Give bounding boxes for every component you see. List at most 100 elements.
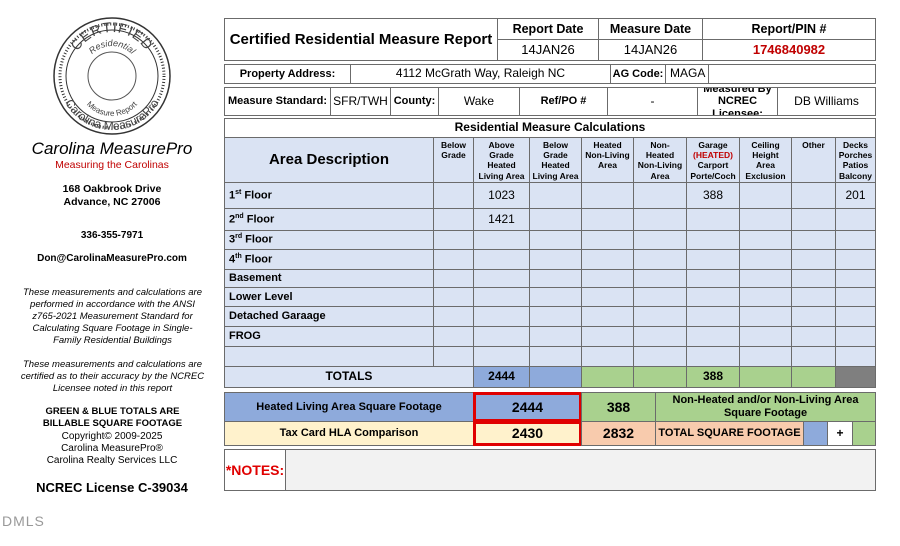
- row-value: 201: [845, 189, 865, 203]
- header-label: Measure Date: [610, 22, 691, 36]
- row-value-cell: [739, 326, 792, 347]
- column-header-text: Grade: [441, 150, 466, 160]
- column-header-text: Grade: [543, 150, 568, 160]
- row-label-cell: [224, 346, 434, 367]
- row-value-cell: [835, 306, 876, 327]
- column-header-text: Below: [441, 140, 466, 150]
- copyright: Carolina MeasurePro®: [0, 443, 224, 454]
- row-value-cell: [473, 249, 530, 270]
- summary-label-cell: Tax Card HLA Comparison: [224, 421, 474, 446]
- value-cell: 4112 McGrath Way, Raleigh NC: [350, 64, 611, 84]
- row-value-cell: [791, 287, 836, 307]
- row-label-text: Floor: [241, 190, 272, 202]
- row-value-cell: [581, 326, 634, 347]
- label: AG Code:: [613, 68, 664, 81]
- report-title: Certified Residential Measure Report: [230, 31, 493, 48]
- column-header: BelowGradeHeatedLiving Area: [529, 137, 582, 183]
- row-label-text: Floor: [244, 214, 275, 226]
- row-value-cell: [529, 208, 582, 231]
- column-header-text: Height: [752, 150, 778, 160]
- row-value-cell: [791, 249, 836, 270]
- row-value-cell: [791, 269, 836, 288]
- plus-sign: +: [836, 427, 843, 441]
- header-value-cell: 1746840982: [702, 39, 876, 61]
- area-header: Area Description: [269, 151, 389, 168]
- totals-value-cell: [529, 366, 582, 388]
- green-swatch: [852, 421, 876, 446]
- column-header-text: Living Area: [533, 171, 579, 181]
- row-value-cell: [739, 208, 792, 231]
- totals-value-cell: [633, 366, 687, 388]
- value: SFR/TWH: [333, 95, 388, 109]
- row-value-cell: [686, 346, 740, 367]
- notes-label: *NOTES:: [226, 462, 284, 478]
- row-value-cell: [529, 269, 582, 288]
- column-header-text: Heated: [487, 160, 515, 170]
- copyright: Carolina Realty Services LLC: [0, 455, 224, 466]
- row-value-cell: [835, 287, 876, 307]
- summary-value-cell: 2832: [581, 421, 656, 446]
- notes-area: [285, 449, 876, 491]
- header-value: 14JAN26: [624, 43, 677, 58]
- header-value-cell: 14JAN26: [497, 39, 599, 61]
- row-value-cell: [633, 182, 687, 209]
- watermark: DMLS: [2, 513, 45, 529]
- row-label-text: Floor: [242, 234, 273, 246]
- totals-label-cell: TOTALS: [224, 366, 474, 388]
- column-header-text: Heated: [593, 140, 621, 150]
- section-title: Residential Measure Calculations: [455, 121, 646, 135]
- row-value-cell: [791, 208, 836, 231]
- row-label-cell: Detached Garaage: [224, 306, 434, 327]
- label-cell: AG Code:: [610, 64, 666, 84]
- row-label-text: Detached Garaage: [229, 310, 326, 322]
- copyright: Copyright© 2009-2025: [0, 431, 224, 442]
- row-value: 388: [703, 189, 723, 203]
- totals-value-cell: 388: [686, 366, 740, 388]
- row-value-cell: [473, 326, 530, 347]
- address-line: 168 Oakbrook Drive: [0, 183, 224, 195]
- company: Carolina MeasurePro: [0, 139, 224, 159]
- header-label-cell: Report/PIN #: [702, 18, 876, 40]
- summary-value: 2444: [512, 399, 543, 415]
- logo-ring-inner: Residential: [87, 38, 138, 57]
- row-value-cell: 1421: [473, 208, 530, 231]
- row-label-cell: 2nd Floor: [224, 208, 434, 231]
- row-value-cell: [433, 230, 474, 250]
- row-value-cell: [835, 346, 876, 367]
- column-header-text: (HEATED): [693, 150, 733, 160]
- row-value: 1421: [488, 213, 515, 227]
- column-header-text: Porte/Coch: [690, 171, 735, 181]
- summary-value-cell: 2430: [473, 421, 582, 446]
- label: County:: [394, 95, 436, 108]
- row-value-cell: [529, 287, 582, 307]
- summary-label-cell: Non-Heated and/or Non-Living Area Square…: [655, 392, 876, 422]
- row-label: Basement: [229, 272, 282, 285]
- row-value-cell: [739, 269, 792, 288]
- row-value-cell: [791, 346, 836, 367]
- column-header-text: Balcony: [839, 171, 872, 181]
- label-cell: Measured By NCREC Licensee:: [697, 87, 778, 116]
- row-value-cell: [581, 306, 634, 327]
- row-value-cell: [686, 287, 740, 307]
- label-cell: Ref/PO #: [519, 87, 608, 116]
- row-label-cell: 4th Floor: [224, 249, 434, 270]
- column-header: Non-HeatedNon-LivingArea: [633, 137, 687, 183]
- row-value-cell: [433, 326, 474, 347]
- row-label-sup: nd: [235, 213, 244, 220]
- row-value-cell: [433, 182, 474, 209]
- row-value-cell: [739, 249, 792, 270]
- column-header-text: Non-Living: [585, 150, 629, 160]
- row-value-cell: [686, 208, 740, 231]
- plus-sign-cell: +: [827, 421, 853, 446]
- column-header-text: Below: [543, 140, 568, 150]
- row-value-cell: [473, 306, 530, 327]
- column-header: CeilingHeightAreaExclusion: [739, 137, 792, 183]
- row-label-cell: Basement: [224, 269, 434, 288]
- header-value: 14JAN26: [521, 43, 574, 58]
- label-cell: County:: [390, 87, 439, 116]
- row-value-cell: [473, 346, 530, 367]
- row-label-text: Basement: [229, 272, 282, 284]
- row-value-cell: [529, 346, 582, 367]
- row-value-cell: [835, 249, 876, 270]
- column-header-text: Area: [598, 160, 617, 170]
